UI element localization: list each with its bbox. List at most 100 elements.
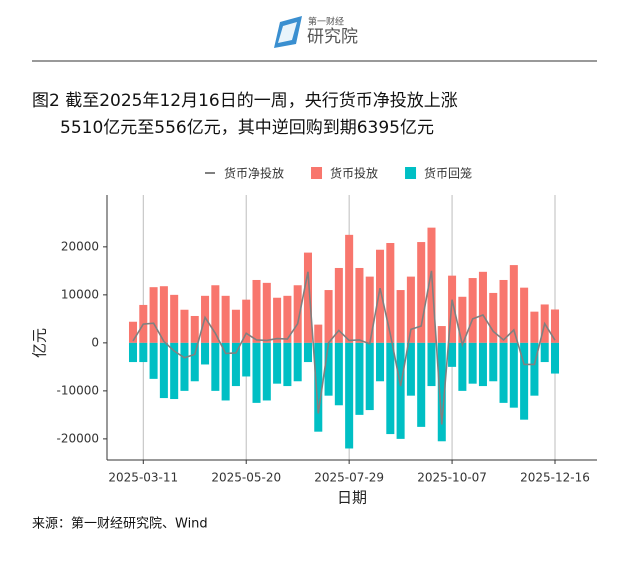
bar <box>458 342 467 391</box>
bar <box>520 287 529 343</box>
legend-swatch <box>311 167 323 179</box>
bar <box>242 299 251 343</box>
bar <box>231 342 240 387</box>
bar <box>170 294 179 343</box>
net-line <box>132 270 556 425</box>
chart-title: 图2 截至2025年12月16日的一周，央行货币净投放上涨 <box>32 91 458 111</box>
bar <box>314 342 323 432</box>
bar <box>231 309 240 343</box>
bar <box>376 249 385 343</box>
legend-label: 货币净投放 <box>224 166 284 181</box>
bar <box>221 342 230 401</box>
bar <box>252 279 261 343</box>
bar <box>417 242 426 343</box>
bar <box>190 342 199 382</box>
bar <box>293 342 302 382</box>
bar <box>406 342 415 396</box>
bar <box>530 342 539 396</box>
bar <box>252 342 261 403</box>
bar <box>303 342 312 363</box>
bar <box>273 342 282 384</box>
bar <box>283 342 292 387</box>
bar <box>221 295 230 343</box>
bar <box>468 278 477 343</box>
logo-top: 第一财经 <box>308 16 344 28</box>
bar <box>355 267 364 343</box>
bar <box>149 342 158 379</box>
bar <box>159 342 168 399</box>
bar <box>334 342 343 406</box>
bar <box>159 286 168 343</box>
bar <box>530 311 539 343</box>
bar <box>334 267 343 343</box>
bar <box>386 342 395 435</box>
bar <box>427 227 436 343</box>
bar <box>180 309 189 343</box>
bar <box>149 287 158 343</box>
x-axis-label: 日期 <box>337 489 367 507</box>
bar <box>499 342 508 403</box>
bar <box>458 296 467 343</box>
legend-label: 货币投放 <box>330 166 378 181</box>
legend-label: 货币回笼 <box>424 166 472 181</box>
bar <box>489 342 498 382</box>
bar <box>550 342 560 374</box>
bar <box>314 324 323 343</box>
y-tick-label: 20000 <box>61 239 99 253</box>
bar <box>499 279 508 343</box>
bar <box>283 295 292 343</box>
bar <box>406 276 415 343</box>
bar <box>201 342 210 365</box>
bar <box>376 342 385 382</box>
bar <box>417 342 426 427</box>
bar <box>293 285 302 343</box>
legend-swatch <box>405 167 417 179</box>
x-tick-label: 2025-05-20 <box>211 471 281 485</box>
bar <box>180 342 189 391</box>
bar <box>170 342 179 400</box>
bar <box>396 290 405 343</box>
bar <box>489 292 498 343</box>
bar <box>365 276 374 343</box>
x-tick-label: 2025-07-29 <box>314 471 384 485</box>
bar <box>128 342 138 363</box>
bar <box>345 342 354 449</box>
y-tick-label: -10000 <box>56 383 99 397</box>
bar <box>262 282 271 343</box>
y-tick-label: 0 <box>91 335 99 349</box>
logo-icon-inner <box>278 22 297 43</box>
x-tick-label: 2025-12-16 <box>520 471 590 485</box>
bar <box>550 309 560 343</box>
bar <box>509 342 518 408</box>
x-tick-label: 2025-03-11 <box>108 471 178 485</box>
bar <box>355 342 364 415</box>
bar <box>345 234 354 343</box>
bar <box>478 342 487 387</box>
bar <box>437 342 446 442</box>
bar <box>273 297 282 343</box>
source-note: 来源：第一财经研究院、Wind <box>32 517 208 532</box>
bar <box>139 342 148 363</box>
bar <box>540 342 549 363</box>
bar <box>509 265 518 343</box>
bar <box>242 342 251 377</box>
bar <box>211 342 220 391</box>
chart-subtitle: 5510亿元至556亿元，其中逆回购到期6395亿元 <box>60 118 434 138</box>
bar <box>437 326 446 343</box>
bar <box>324 290 333 343</box>
bar <box>303 252 312 343</box>
logo: 第一财经 研究院 <box>274 16 358 48</box>
plot: 2025-03-11 2025-05-20 2025-07-29 2025-10-07… <box>56 166 597 485</box>
logo-main: 研究院 <box>307 27 358 47</box>
y-axis-label: 亿元 <box>31 328 49 358</box>
bar <box>128 321 138 343</box>
bar <box>520 342 529 420</box>
bar <box>386 243 395 343</box>
y-tick-label: -20000 <box>56 431 99 445</box>
bar <box>468 342 477 384</box>
bar <box>478 271 487 343</box>
bar <box>365 342 374 411</box>
bar <box>190 315 199 343</box>
bar <box>324 342 333 396</box>
